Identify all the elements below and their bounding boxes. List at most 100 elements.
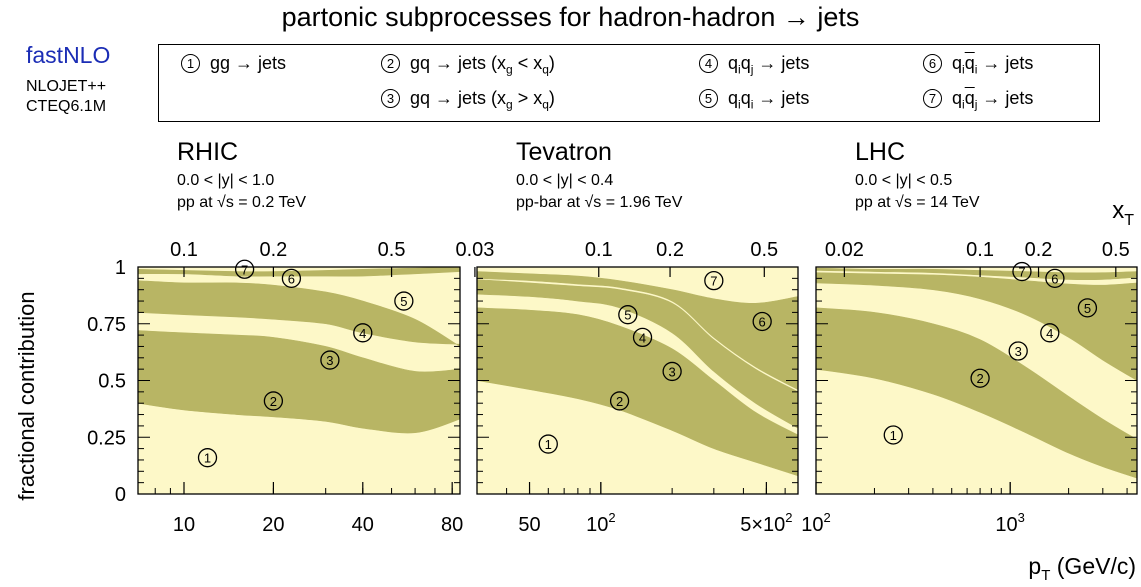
marker-label: 3 [1015,344,1022,359]
x-tick-label: 102 [586,510,615,536]
marker-7-lhc: 7 [1012,261,1032,282]
marker-circle [1045,268,1065,289]
marker-circle [263,391,284,411]
y-tick-label: 1 [115,257,126,279]
generator-label: NLOJET++ [26,78,107,95]
marker-1-lhc: 1 [883,425,903,445]
xt-tick-label: 0.5 [378,239,406,261]
marker-4-lhc: 4 [1040,323,1060,343]
band-subprocess-4-rhic [138,280,460,347]
marker-3-tevatron: 3 [662,361,682,382]
panel-beam-tevatron: pp-bar at √s = 1.96 TeV [516,194,683,211]
legend-label-5: qiqi → jets [728,88,810,112]
xt-tick-label: 0.1 [966,239,994,261]
marker-label: 1 [890,428,897,443]
marker-label: 2 [616,394,623,409]
marker-circle [320,350,340,370]
marker-circle [609,391,630,411]
legend-number-7: 7 [923,89,942,108]
marker-circle [538,434,558,454]
panel-rapidity-tevatron: 0.0 < |y| < 0.4 [516,172,614,189]
marker-label: 4 [359,326,366,341]
band-subprocess-6-lhc [816,267,1137,281]
legend-number-4: 4 [699,54,718,73]
panel-tevatron: 50 102 5×102 0.03 0.1 0.2 0.5 1 2 3 45 6 7 [455,239,799,536]
marker-circle [197,448,218,468]
legend-item-2: 2 gq → jets (xg < xq) [381,53,555,77]
legend-item-7: 7 qiqj → jets [923,88,1033,112]
x-tick-label: 102 [801,510,830,536]
marker-circle [394,291,414,311]
marker-3-lhc: 3 [1008,341,1028,361]
legend-label-1: gg → jets [210,53,287,73]
xt-tick-label: 0.5 [1102,239,1130,261]
y-tick-label: 0.5 [98,371,126,393]
band-subprocess-2-tevatron [477,307,798,477]
marker-7-tevatron: 7 [704,270,724,291]
marker-label: 6 [759,314,766,329]
legend-number-6: 6 [923,54,942,73]
plot-area-lhc [816,267,1137,494]
panel-title-lhc: LHC [855,138,906,166]
marker-circle [704,270,724,291]
y-tick-label: 0 [115,484,126,506]
marker-label: 2 [976,371,983,386]
marker-circle [618,305,638,325]
xt-tick-label: 0.1 [585,239,613,261]
marker-6-rhic: 6 [281,268,302,289]
marker-6-lhc: 6 [1045,268,1065,289]
marker-circle [281,268,302,289]
marker-circle [883,425,903,445]
legend-item-5: 5 qiqi → jets [699,88,809,112]
marker-4-tevatron: 4 [632,327,653,348]
panel-title-tevatron: Tevatron [516,138,612,166]
y-tick-label: 0.25 [87,427,126,449]
plot-area-rhic [138,267,460,494]
marker-label: 1 [545,437,552,452]
y-tick-label: 0.75 [87,314,126,336]
xt-tick-label: 0.02 [825,239,864,261]
plot-area-tevatron [477,267,798,494]
panel-rhic: 10 20 40 80 0.1 0.2 0.5 1 2 3 4 5 6 7 [137,239,463,536]
marker-label: 4 [639,330,646,345]
x-tick-label: 20 [262,514,284,536]
xt-tick-label: 0.03 [455,239,494,261]
band-subprocess-4-tevatron [477,279,798,429]
panel-rapidity-lhc: 0.0 < |y| < 0.5 [855,172,953,189]
marker-label: 5 [624,308,631,323]
marker-circle [1077,298,1098,318]
panel-rapidity-rhic: 0.0 < |y| < 1.0 [177,172,275,189]
pdf-label: CTEQ6.1M [26,98,107,115]
legend-number-5: 5 [699,89,718,108]
xt-tick-label: 0.5 [750,239,778,261]
legend-label-4: qiqj → jets [728,53,810,77]
legend-label-7: qiqj → jets [952,88,1034,112]
xt-tick-label: 0.1 [170,239,198,261]
marker-label: 7 [241,262,248,277]
panel-beam-rhic: pp at √s = 0.2 TeV [177,194,307,211]
marker-circle [632,327,653,348]
brand-label: fastNLO [26,42,111,68]
marker-label: 4 [1046,326,1053,341]
x-tick-label: 40 [352,514,374,536]
marker-3-rhic: 3 [320,350,340,370]
legend-number-1: 1 [181,54,200,73]
marker-label: 5 [400,294,407,309]
x-tick-label: 103 [995,510,1024,536]
legend-item-6: 6 qiqi → jets [923,53,1033,77]
band-subprocess-6-tevatron [477,271,798,390]
marker-label: 3 [669,364,676,379]
marker-circle [662,361,682,382]
marker-label: 6 [288,271,295,286]
legend-label-2: gq → jets (xg < xq) [410,53,555,77]
x-tick-label: 50 [518,514,540,536]
legend-label-6: qiqi → jets [952,53,1034,77]
band-subprocess-4-lhc [816,272,1137,381]
marker-5-tevatron: 5 [618,305,638,325]
marker-2-rhic: 2 [263,391,284,411]
marker-label: 2 [270,394,277,409]
marker-circle [234,259,255,279]
x-axis-title: pT (GeV/c) [1028,553,1136,584]
legend-label-3: gq → jets (xg > xq) [410,88,555,112]
